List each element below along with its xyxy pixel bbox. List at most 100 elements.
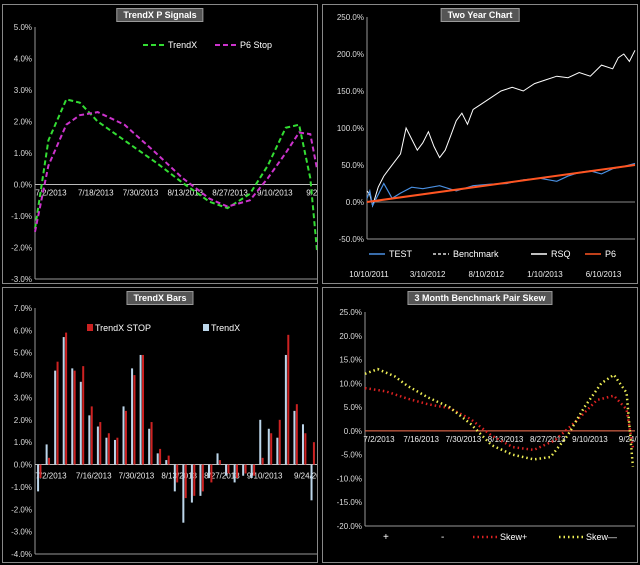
bar — [284, 354, 287, 465]
x-tick-label: 7/16/2013 — [403, 435, 439, 444]
legend-label: P6 — [605, 249, 616, 259]
legend-label: P6 Stop — [240, 40, 272, 50]
x-tick-label: 7/2/2013 — [35, 472, 67, 481]
bar — [182, 464, 185, 523]
panel-pair-skew: 3 Month Benchmark Pair Skew 25.0% 20.0% 15… — [322, 287, 638, 563]
bar — [45, 444, 48, 465]
y-tick-label: -1.0% — [11, 483, 32, 492]
bar — [148, 428, 151, 465]
bar — [293, 410, 296, 465]
bar — [250, 464, 253, 478]
y-tick-label: 5.0% — [14, 23, 32, 32]
bar — [173, 464, 176, 492]
x-tick-label: 10/10/2011 — [349, 270, 389, 279]
pair-skew-chart: 25.0% 20.0% 15.0% 10.0% 5.0% 0.0% -5.0% -10.0% -… — [337, 308, 637, 543]
y-tick-label: 50.0% — [341, 161, 364, 170]
bar — [176, 464, 179, 483]
bar — [261, 457, 264, 465]
bar — [99, 422, 102, 465]
chart-title: 3 Month Benchmark Pair Skew — [407, 291, 553, 305]
legend-label: Skew+ — [500, 532, 527, 542]
x-tick-label: 9/24/20 — [294, 472, 317, 481]
y-tick-label: -1.0% — [11, 212, 32, 221]
bar — [184, 464, 187, 499]
bar — [113, 439, 116, 465]
bar — [142, 354, 145, 465]
bar — [73, 370, 76, 465]
y-tick-label: -20.0% — [337, 522, 362, 531]
bar — [165, 460, 168, 465]
legend-label: TrendX — [211, 323, 240, 333]
legend-swatch — [87, 324, 93, 331]
bar — [259, 419, 262, 465]
x-tick-label: 1/10/2013 — [527, 270, 563, 279]
bar — [167, 455, 170, 465]
bar — [267, 428, 270, 465]
bar — [193, 464, 196, 496]
bar — [65, 332, 68, 465]
y-tick-label: 150.0% — [337, 87, 364, 96]
y-tick-label: 15.0% — [339, 356, 362, 365]
x-tick-label: 9/10/2013 — [247, 472, 283, 481]
y-tick-label: 10.0% — [339, 379, 362, 388]
y-tick-label: -3.0% — [11, 275, 32, 283]
bar — [159, 448, 162, 465]
x-tick-label: 7/2/2013 — [363, 435, 395, 444]
bar — [82, 366, 85, 465]
bar — [150, 422, 153, 465]
x-tick-label: 7/16/2013 — [76, 472, 112, 481]
x-tick-label: 3/10/2012 — [410, 270, 446, 279]
x-tick-label: 8/13/2013 — [488, 435, 524, 444]
bar — [156, 453, 159, 465]
x-tick-label: 8/27/2013 — [212, 189, 248, 198]
y-tick-label: 1.0% — [14, 438, 32, 447]
legend-label: TrendX — [168, 40, 197, 50]
series-line-trendx — [34, 98, 317, 251]
x-tick-label: 6/10/2013 — [586, 270, 622, 279]
y-tick-label: 0.0% — [14, 461, 32, 470]
bar — [218, 460, 221, 465]
legend-label: Skew— — [586, 532, 617, 542]
y-tick-label: 3.0% — [14, 86, 32, 95]
bar — [210, 464, 213, 483]
series-line-skew-plus — [364, 386, 635, 452]
y-tick-label: -50.0% — [339, 235, 364, 244]
x-tick-label: 7/2/2013 — [35, 189, 67, 198]
y-tick-label: -15.0% — [337, 498, 362, 507]
bar — [116, 437, 119, 465]
x-tick-label: 8/10/2012 — [468, 270, 504, 279]
bar — [90, 406, 93, 465]
x-tick-label: 8/13/2013 — [161, 472, 197, 481]
bar — [310, 464, 313, 501]
series-line-p6-stop — [34, 111, 317, 232]
y-tick-label: -3.0% — [11, 528, 32, 537]
y-tick-label: -2.0% — [11, 244, 32, 253]
y-tick-label: 100.0% — [337, 124, 364, 133]
y-tick-label: 5.0% — [14, 349, 32, 358]
bar — [199, 464, 202, 496]
bar — [122, 406, 125, 465]
x-tick-label: 8/27/2013 — [530, 435, 566, 444]
bar — [139, 354, 142, 465]
bar — [96, 426, 99, 465]
bar — [190, 464, 193, 503]
bar — [54, 370, 57, 465]
bar — [79, 381, 82, 465]
legend-label: Benchmark — [453, 249, 499, 259]
y-tick-label: 25.0% — [339, 308, 362, 317]
y-tick-label: 4.0% — [14, 55, 32, 64]
bar — [312, 442, 315, 465]
bar — [201, 464, 204, 492]
chart-title: Two Year Chart — [440, 8, 520, 22]
bar — [88, 415, 91, 465]
bar — [236, 464, 239, 478]
y-tick-label: -4.0% — [11, 550, 32, 559]
x-tick-label: 9/24/20 — [619, 435, 637, 444]
bar — [244, 464, 247, 474]
bar — [124, 410, 127, 465]
legend-label: - — [441, 532, 444, 543]
y-tick-label: 3.0% — [14, 393, 32, 402]
series-line-skew-minus — [364, 367, 635, 467]
x-tick-label: 8/13/2013 — [167, 189, 203, 198]
legend-label: TrendX STOP — [95, 323, 151, 333]
